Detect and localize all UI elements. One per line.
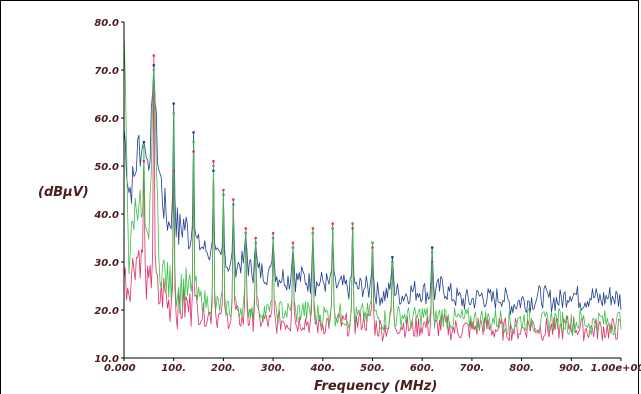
peak-point-green	[222, 193, 225, 197]
peak-point-red	[430, 260, 434, 264]
y-tick-label: 30.0	[94, 258, 119, 269]
y-tick-label: 20.0	[94, 306, 119, 317]
peak-point-green	[351, 222, 354, 225]
peak-point-blue	[430, 246, 434, 249]
peak-point-red	[172, 169, 175, 173]
x-tick-label: 500.	[360, 363, 385, 374]
peak-point-red	[152, 54, 156, 57]
peak-point-green	[430, 251, 434, 254]
y-ticks: 10.0 20.0 30.0 40.0 50.0 60.0 70.0 80.0	[93, 18, 124, 365]
x-tick-label: 300.	[261, 363, 286, 374]
peak-point-red	[271, 231, 275, 235]
peak-point-red	[222, 188, 225, 192]
y-tick-label: 50.0	[94, 162, 119, 173]
y-tick-label: 10.0	[94, 354, 119, 365]
peak-point-green	[232, 203, 235, 206]
x-tick-label: 100.	[161, 363, 186, 374]
x-tick-label: 800.	[509, 363, 534, 374]
peak-point-green	[142, 145, 146, 149]
x-tick-label: 400.	[309, 363, 335, 374]
peak-point-green	[212, 164, 215, 168]
peak-point-green	[244, 231, 248, 235]
peak-point-blue	[172, 102, 175, 105]
peak-point-blue	[212, 169, 215, 173]
x-tick-label: 1.00e+003	[591, 363, 641, 374]
y-tick-label: 80.0	[94, 18, 119, 29]
x-tick-label: 0.000	[104, 363, 136, 374]
peak-point-red	[212, 159, 215, 163]
peak-point-green	[291, 246, 295, 249]
peak-point-blue	[142, 140, 146, 144]
peak-point-green	[254, 241, 258, 245]
peak-point-blue	[152, 63, 156, 67]
peak-point-red	[142, 159, 146, 163]
x-tick-label: 200.	[211, 363, 236, 374]
peak-point-green	[331, 227, 335, 230]
peak-point-red	[331, 222, 335, 225]
peak-point-green	[271, 236, 275, 240]
series-line-blue	[123, 64, 622, 316]
peak-point-blue	[192, 131, 195, 134]
peak-point-red	[244, 227, 248, 230]
axes	[123, 22, 621, 359]
peak-point-red	[371, 246, 374, 249]
peak-point-blue	[391, 255, 394, 259]
x-axis-label: Frequency (MHz)	[314, 379, 437, 394]
peak-point-red	[254, 236, 258, 240]
peak-point-green	[311, 231, 315, 235]
y-tick-label: 40.0	[93, 210, 119, 221]
peak-point-red	[232, 198, 235, 201]
peak-point-red	[291, 241, 295, 245]
y-tick-label: 60.0	[94, 114, 119, 125]
peak-point-green	[152, 68, 156, 72]
y-tick-label: 70.0	[94, 66, 119, 77]
x-tick-label: 900.	[559, 363, 584, 374]
x-ticks: 0.000 100. 200. 300. 400. 500. 600. 700. 800. 900…	[104, 358, 641, 374]
peak-point-red	[311, 227, 315, 230]
peak-point-green	[371, 241, 374, 245]
x-tick-label: 700.	[460, 363, 485, 374]
peak-point-green	[192, 140, 195, 144]
peak-point-red	[351, 227, 354, 230]
series-line-red	[123, 55, 622, 342]
peak-point-red	[192, 150, 195, 153]
y-axis-label: (dBµV)	[38, 185, 89, 200]
peak-point-green	[172, 111, 175, 115]
x-tick-label: 600.	[410, 363, 435, 374]
plot-area	[123, 31, 622, 342]
peak-point-green	[391, 260, 394, 264]
